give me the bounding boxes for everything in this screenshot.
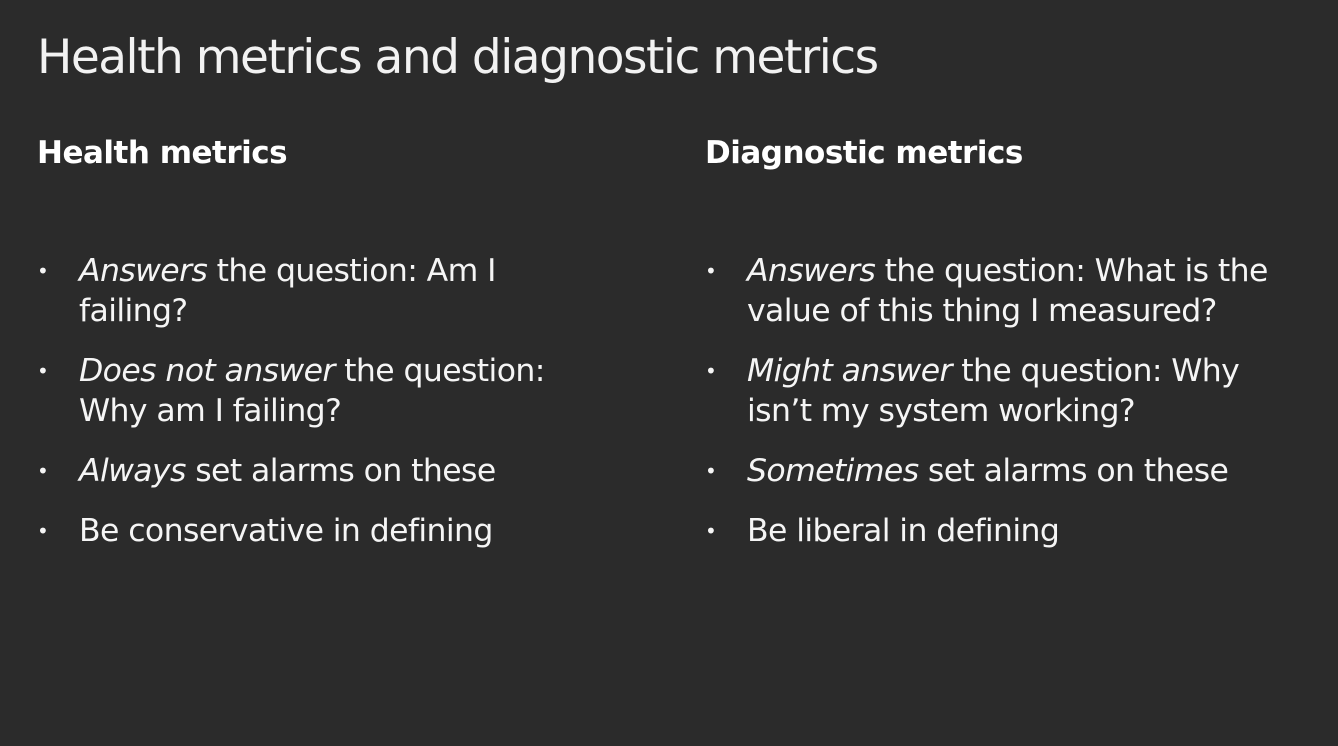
list-item: • Answers the question: What is the valu… — [705, 251, 1287, 331]
bullet-icon: • — [37, 259, 49, 283]
list-item: • Be conservative in defining — [37, 511, 599, 551]
emphasis-text: Always — [79, 453, 186, 489]
emphasis-text: Does not answer — [79, 353, 335, 389]
diagnostic-metrics-list: • Answers the question: What is the valu… — [705, 251, 1287, 571]
column-heading-diagnostic: Diagnostic metrics — [705, 135, 1023, 171]
bullet-text: the question: Why isn’t my system workin… — [747, 353, 1240, 429]
health-metrics-list: • Answers the question: Am I failing? • … — [37, 251, 599, 571]
list-item: • Does not answer the question: Why am I… — [37, 351, 599, 431]
health-metrics-column: Health metrics • Answers the question: A… — [37, 133, 637, 549]
list-item: • Might answer the question: Why isn’t m… — [705, 351, 1287, 431]
bullet-text: the question: What is the value of this … — [747, 253, 1268, 329]
bullet-icon: • — [37, 359, 49, 383]
bullet-text: set alarms on these — [918, 453, 1229, 489]
bullet-text: set alarms on these — [185, 453, 496, 489]
bullet-text: the question: Am I failing? — [79, 253, 496, 329]
bullet-icon: • — [705, 519, 717, 543]
bullet-text: Be conservative in defining — [79, 513, 493, 549]
emphasis-text: Sometimes — [747, 453, 919, 489]
bullet-icon: • — [705, 259, 717, 283]
bullet-icon: • — [705, 359, 717, 383]
emphasis-text: Might answer — [747, 353, 952, 389]
list-item: • Answers the question: Am I failing? — [37, 251, 599, 331]
list-item: • Sometimes set alarms on these — [705, 451, 1287, 491]
bullet-text: Be liberal in defining — [747, 513, 1060, 549]
bullet-icon: • — [705, 459, 717, 483]
emphasis-text: Answers — [747, 253, 876, 289]
bullet-icon: • — [37, 459, 49, 483]
emphasis-text: Answers — [79, 253, 208, 289]
slide-title: Health metrics and diagnostic metrics — [37, 30, 879, 85]
bullet-text: the question: Why am I failing? — [79, 353, 545, 429]
diagnostic-metrics-column: Diagnostic metrics • Answers the questio… — [705, 133, 1315, 549]
bullet-icon: • — [37, 519, 49, 543]
list-item: • Always set alarms on these — [37, 451, 599, 491]
column-heading-health: Health metrics — [37, 135, 288, 171]
list-item: • Be liberal in defining — [705, 511, 1287, 551]
